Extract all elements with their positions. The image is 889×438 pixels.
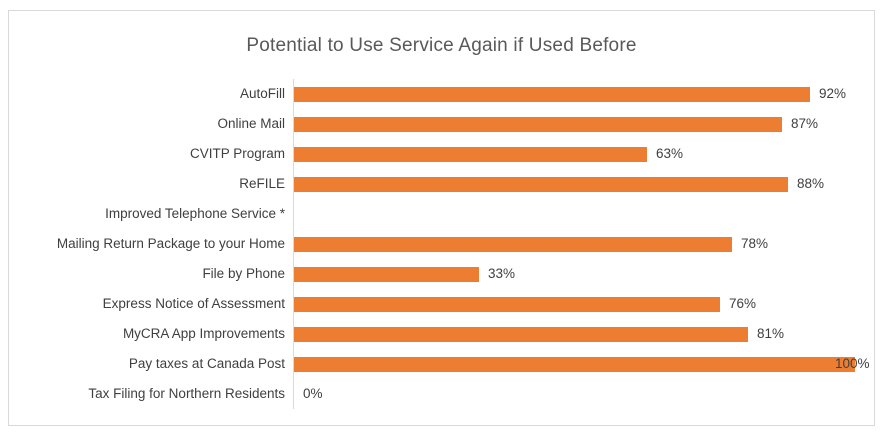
bar-row: Improved Telephone Service * — [9, 199, 874, 229]
category-label: Pay taxes at Canada Post — [128, 356, 285, 371]
category-label: Express Notice of Assessment — [102, 296, 285, 311]
bar-row: MyCRA App Improvements 81% — [9, 319, 874, 349]
value-label: 87% — [791, 116, 819, 131]
bar-row: Mailing Return Package to your Home 78% — [9, 229, 874, 259]
value-label: 78% — [741, 236, 769, 251]
category-label: File by Phone — [202, 266, 285, 281]
bar-row: ReFILE 88% — [9, 169, 874, 199]
bar — [294, 326, 748, 342]
chart-frame: Potential to Use Service Again if Used B… — [8, 10, 875, 426]
bar-row: Pay taxes at Canada Post 100% — [9, 349, 874, 379]
category-label: MyCRA App Improvements — [122, 326, 285, 341]
bar — [294, 86, 810, 102]
bar — [294, 236, 732, 252]
bar-row: File by Phone 33% — [9, 259, 874, 289]
bar-track: 63% — [294, 139, 855, 169]
bar-row: Online Mail 87% — [9, 109, 874, 139]
bar-track: 78% — [294, 229, 855, 259]
bar-row: CVITP Program 63% — [9, 139, 874, 169]
bar-row: Tax Filing for Northern Residents 0% — [9, 379, 874, 409]
value-label: 76% — [729, 296, 757, 311]
category-label: Online Mail — [217, 116, 285, 131]
bar — [294, 356, 855, 372]
bar — [294, 176, 788, 192]
value-label: 63% — [656, 146, 684, 161]
bar-track: 33% — [294, 259, 855, 289]
bar-track: 76% — [294, 289, 855, 319]
bar-track — [294, 199, 855, 229]
category-label: ReFILE — [239, 176, 285, 191]
value-label: 92% — [819, 86, 847, 101]
category-label: Improved Telephone Service * — [105, 206, 285, 221]
bar-track: 100% — [294, 349, 870, 379]
bar-track: 0% — [294, 379, 855, 409]
bar-track: 81% — [294, 319, 855, 349]
value-label: 100% — [835, 356, 870, 371]
bar-row: Express Notice of Assessment 76% — [9, 289, 874, 319]
bar — [294, 146, 647, 162]
bar-track: 87% — [294, 109, 855, 139]
bar — [294, 266, 479, 282]
category-label: Tax Filing for Northern Residents — [88, 386, 285, 401]
chart-title: Potential to Use Service Again if Used B… — [246, 35, 637, 56]
value-label: 0% — [303, 386, 323, 401]
category-label: Mailing Return Package to your Home — [56, 236, 285, 251]
plot-area: AutoFill 92% Online Mail 87% CVITP Program 63… — [9, 79, 874, 411]
bar — [294, 296, 720, 312]
bar-track: 92% — [294, 79, 855, 109]
category-label: AutoFill — [239, 86, 285, 101]
vertical-axis-line — [293, 79, 294, 409]
bar-row: AutoFill 92% — [9, 79, 874, 109]
value-label: 88% — [797, 176, 825, 191]
value-label: 81% — [757, 326, 785, 341]
bar — [294, 116, 782, 132]
category-label: CVITP Program — [189, 146, 285, 161]
value-label: 33% — [488, 266, 516, 281]
bar-track: 88% — [294, 169, 855, 199]
